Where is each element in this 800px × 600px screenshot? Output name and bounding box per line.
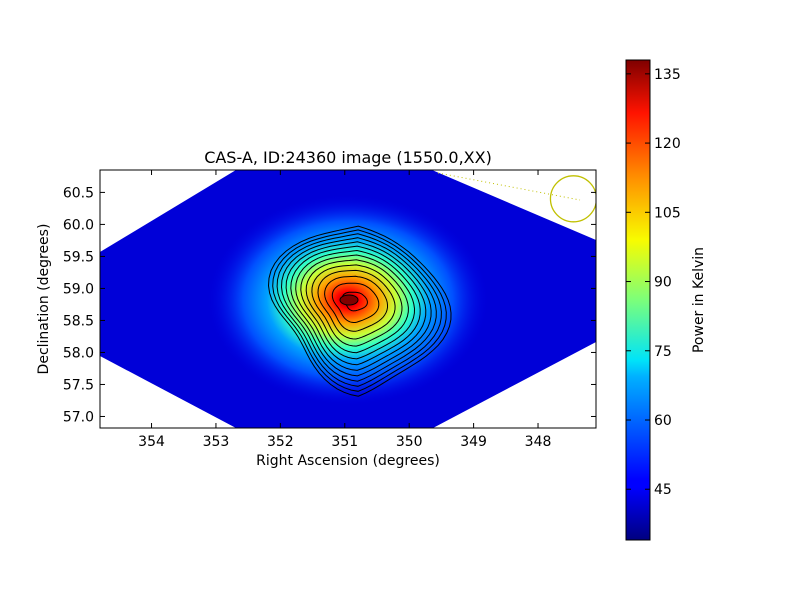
contour-line	[272, 229, 447, 392]
colorbar-tick-label: 105	[654, 205, 681, 221]
peak-core	[339, 294, 359, 306]
y-tick-label: 59.0	[63, 281, 94, 297]
y-tick-label: 57.0	[63, 409, 94, 425]
y-tick-label: 57.5	[63, 377, 94, 393]
colorbar-tick-label: 75	[654, 344, 672, 360]
x-axis-label: Right Ascension (degrees)	[256, 453, 440, 469]
colorbar-tick-label: 90	[654, 275, 672, 291]
x-tick-label: 350	[396, 434, 423, 450]
y-tick-label: 59.5	[63, 249, 94, 265]
colorbar-tick-label: 135	[654, 67, 681, 83]
colorbar-tick-label: 120	[654, 136, 681, 152]
y-tick-label: 60.0	[63, 217, 94, 233]
contour-line	[317, 269, 396, 340]
x-tick-label: 349	[460, 434, 487, 450]
colorbar-tick-label: 45	[654, 482, 672, 498]
chart-title: CAS-A, ID:24360 image (1550.0,XX)	[204, 148, 492, 167]
x-tick-label: 351	[331, 434, 358, 450]
contour-line	[300, 254, 416, 360]
contour-line	[295, 249, 421, 366]
contour-lines	[267, 225, 452, 397]
x-tick-label: 352	[267, 434, 294, 450]
marker-circle	[549, 175, 596, 223]
plot-area	[100, 170, 596, 428]
contour-line	[276, 233, 442, 387]
y-tick-label: 58.5	[63, 313, 94, 329]
contour-line	[267, 225, 452, 397]
y-tick-label: 60.5	[63, 185, 94, 201]
colorbar-ticks: 45 60 75 90 105 120 135	[626, 67, 681, 498]
colorbar	[625, 59, 651, 541]
dotted-track	[437, 172, 581, 201]
y-axis-ticks: 57.0 57.5 58.0 58.5 59.0 59.5 60.0 60.5	[63, 185, 596, 425]
y-axis-label: Declination (degrees)	[36, 224, 52, 375]
contour-line	[331, 282, 380, 323]
y-tick-label: 58.0	[63, 345, 94, 361]
x-axis-ticks: 354 353 352 351 350 349 348	[138, 170, 551, 450]
x-tick-label: 353	[203, 434, 230, 450]
colorbar-tick-label: 60	[654, 413, 672, 429]
contour-line	[285, 241, 432, 377]
colorbar-label: Power in Kelvin	[691, 247, 707, 353]
x-tick-label: 348	[525, 434, 552, 450]
contour-line	[280, 237, 437, 382]
contour-line	[311, 264, 403, 347]
contour-line	[305, 259, 409, 354]
plot-frame	[99, 169, 597, 429]
contour-line	[290, 245, 427, 371]
x-tick-label: 354	[138, 434, 165, 450]
contour-line	[324, 275, 388, 332]
